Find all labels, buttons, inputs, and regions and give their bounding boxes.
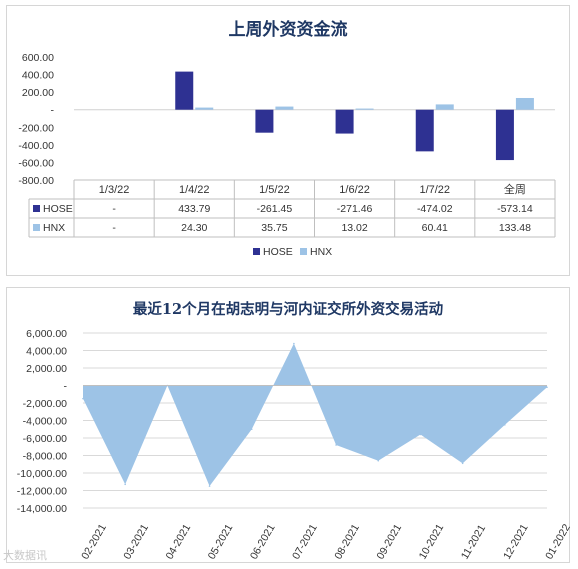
y-tick-label: 200.00: [22, 87, 54, 99]
area-data-point: [546, 386, 548, 389]
bar-hnx: [515, 97, 534, 110]
x-category-label: 07-2021: [290, 522, 320, 562]
data-value-label: 60.41: [422, 222, 448, 234]
bar-hnx: [355, 108, 374, 110]
data-value-label: 433.79: [178, 203, 210, 215]
x-category-label: 01-2022: [543, 522, 573, 562]
y-tick-label: -: [51, 105, 55, 117]
data-value-label: -474.02: [417, 203, 453, 215]
x-category-label: 1/3/22: [99, 184, 130, 196]
table-series-label: HOSE: [43, 203, 73, 215]
legend-label-hose: HOSE: [263, 246, 293, 258]
data-value-label: -271.46: [337, 203, 373, 215]
bar-hose: [335, 109, 354, 134]
bar-hose: [175, 71, 194, 110]
x-category-label: 05-2021: [206, 522, 236, 562]
y-tick-label: -200.00: [18, 122, 54, 134]
x-category-label: 12-2021: [501, 522, 531, 562]
area-data-point: [293, 342, 295, 345]
x-category-label: 1/5/22: [259, 184, 290, 196]
data-value-label: 13.02: [341, 222, 367, 234]
weekly-flow-chart-panel: 上周外资资金流 600.00 400.00 200.00 - -200.00 -400.0…: [6, 5, 570, 276]
area-data-point: [82, 397, 84, 400]
table-series-label: HNX: [43, 222, 65, 234]
monthly-activity-chart-title: 最近12个月在胡志明与河内证交所外资交易活动: [132, 301, 444, 318]
area-series: [83, 343, 547, 487]
area-data-point: [250, 428, 253, 431]
data-value-label: -: [112, 222, 116, 234]
x-category-label: 1/4/22: [179, 184, 210, 196]
y-tick-label: -12,000.00: [17, 486, 67, 498]
bar-hnx: [435, 104, 454, 110]
data-value-label: 35.75: [261, 222, 287, 234]
y-tick-label: -4,000.00: [23, 416, 68, 428]
area-data-point: [419, 433, 422, 436]
legend-key-hose: [253, 248, 260, 255]
x-category-label: 1/6/22: [339, 184, 370, 196]
area-data-point: [335, 444, 337, 446]
data-value-label: -261.45: [257, 203, 293, 215]
data-value-label: -: [112, 203, 116, 215]
y-tick-label: -6,000.00: [23, 433, 68, 445]
bar-hnx: [275, 106, 294, 110]
x-category-label: 06-2021: [248, 522, 278, 562]
monthly-activity-chart: 6,000.00 4,000.00 2,000.00 - -2,000.00 -4,000…: [17, 328, 573, 562]
table-legend-key-hnx: [33, 224, 40, 231]
weekly-flow-chart-title: 上周外资资金流: [228, 20, 348, 40]
y-tick-label: -400.00: [18, 140, 54, 152]
x-category-label: 09-2021: [374, 522, 404, 562]
y-tick-label: -10,000.00: [17, 468, 67, 480]
data-value-label: 24.30: [181, 222, 207, 234]
x-category-label: 02-2021: [79, 522, 109, 562]
bar-hose: [255, 109, 274, 133]
bar-hose: [415, 109, 434, 152]
x-category-label: 11-2021: [459, 523, 488, 562]
table-legend-key-hose: [33, 205, 40, 212]
y-tick-label: 600.00: [22, 52, 54, 64]
monthly-activity-chart-panel: 最近12个月在胡志明与河内证交所外资交易活动 6,000.00 4,000.00 2…: [6, 287, 573, 563]
y-tick-label: 6,000.00: [26, 328, 67, 340]
data-value-label: -573.14: [497, 203, 533, 215]
y-tick-label: -2,000.00: [23, 398, 68, 410]
y-tick-label: 2,000.00: [26, 363, 67, 375]
legend-key-hnx: [300, 248, 307, 255]
area-data-point: [124, 483, 126, 486]
bar-hose: [495, 109, 514, 161]
x-category-label: 10-2021: [417, 522, 447, 562]
x-category-label: 08-2021: [332, 522, 362, 562]
x-category-label: 全周: [504, 182, 526, 196]
watermark: 大数据讯: [3, 549, 47, 562]
y-tick-label: -: [64, 381, 68, 393]
weekly-flow-chart: 600.00 400.00 200.00 - -200.00 -400.00 -600.00…: [18, 52, 556, 258]
y-tick-label: -8,000.00: [23, 451, 68, 463]
bar-hnx: [195, 107, 214, 110]
y-tick-label: -14,000.00: [17, 503, 67, 515]
x-category-label: 03-2021: [121, 522, 151, 562]
data-value-label: 133.48: [499, 222, 531, 234]
x-category-label: 1/7/22: [419, 184, 450, 196]
area-data-point: [504, 424, 506, 426]
area-data-point: [377, 459, 380, 462]
y-tick-label: -800.00: [18, 175, 54, 187]
x-category-label: 04-2021: [164, 522, 194, 562]
legend-label-hnx: HNX: [310, 246, 332, 258]
y-tick-label: -600.00: [18, 157, 54, 169]
y-tick-label: 4,000.00: [26, 346, 67, 358]
area-data-point: [208, 485, 211, 487]
area-data-point: [461, 462, 464, 465]
y-tick-label: 400.00: [22, 70, 54, 82]
